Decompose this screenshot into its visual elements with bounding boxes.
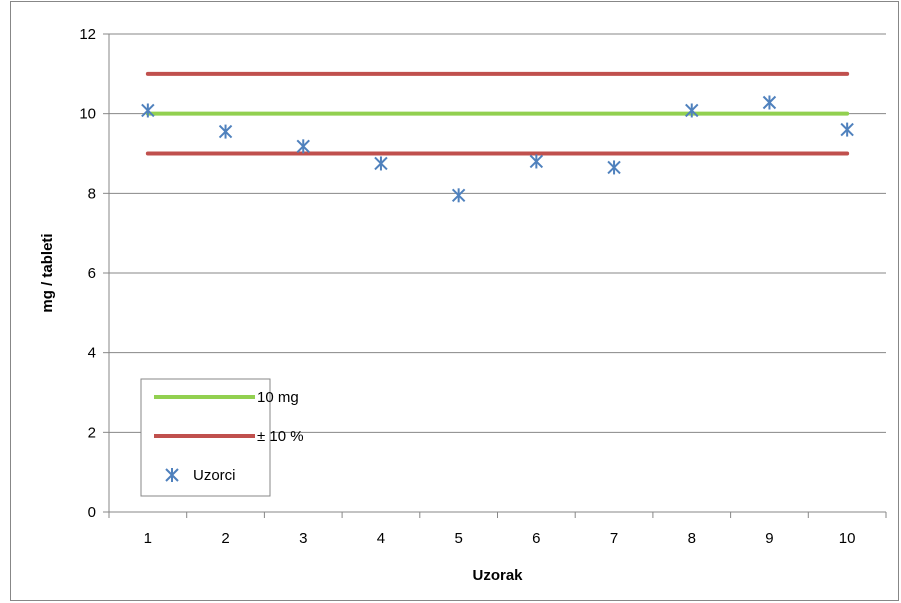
x-tick-label-6: 6 [532, 530, 540, 547]
legend-label-10mg: 10 mg [257, 389, 299, 406]
data-point-8 [685, 103, 699, 118]
data-point-7 [607, 160, 621, 175]
legend: 10 mg ± 10 % Uzorci [140, 378, 304, 497]
y-tick-label-10: 10 [79, 106, 96, 123]
x-tick-label-4: 4 [377, 530, 385, 547]
y-axis-title: mg / tableti [39, 233, 56, 312]
legend-label-uzorci: Uzorci [193, 467, 236, 484]
data-point-3 [296, 139, 310, 154]
data-point-6 [529, 154, 544, 169]
data-point-4 [374, 156, 388, 171]
x-tick-label-10: 10 [839, 530, 856, 547]
y-tick-label-2: 2 [88, 424, 96, 441]
data-point-2 [218, 124, 233, 139]
data-point-1 [141, 103, 155, 118]
x-tick-label-8: 8 [688, 530, 696, 547]
x-tick-label-7: 7 [610, 530, 618, 547]
legend-label-tolerance: ± 10 % [257, 428, 304, 445]
gridlines [109, 33, 886, 433]
y-tick-label-12: 12 [79, 26, 96, 43]
y-tick-labels: 0 2 4 6 8 10 12 [79, 26, 96, 521]
series-layer [141, 71, 854, 203]
data-point-10 [840, 122, 854, 137]
y-tick-label-8: 8 [88, 185, 96, 202]
x-axis-title: Uzorak [472, 567, 523, 584]
x-tick-labels: 1 2 3 4 5 6 7 8 9 10 [144, 530, 856, 547]
x-tick-label-1: 1 [144, 530, 152, 547]
y-tick-label-0: 0 [88, 504, 96, 521]
chart-frame [10, 1, 899, 601]
legend-marker [165, 468, 179, 482]
x-tick-label-2: 2 [221, 530, 229, 547]
data-point-5 [451, 188, 466, 203]
axes [103, 33, 887, 518]
x-tick-label-3: 3 [299, 530, 307, 547]
x-tick-label-9: 9 [765, 530, 773, 547]
data-point-9 [762, 95, 777, 110]
y-tick-label-4: 4 [88, 345, 96, 362]
legend-swatch-uzorci [165, 468, 179, 482]
x-tick-label-5: 5 [454, 530, 462, 547]
y-tick-label-6: 6 [88, 265, 96, 282]
